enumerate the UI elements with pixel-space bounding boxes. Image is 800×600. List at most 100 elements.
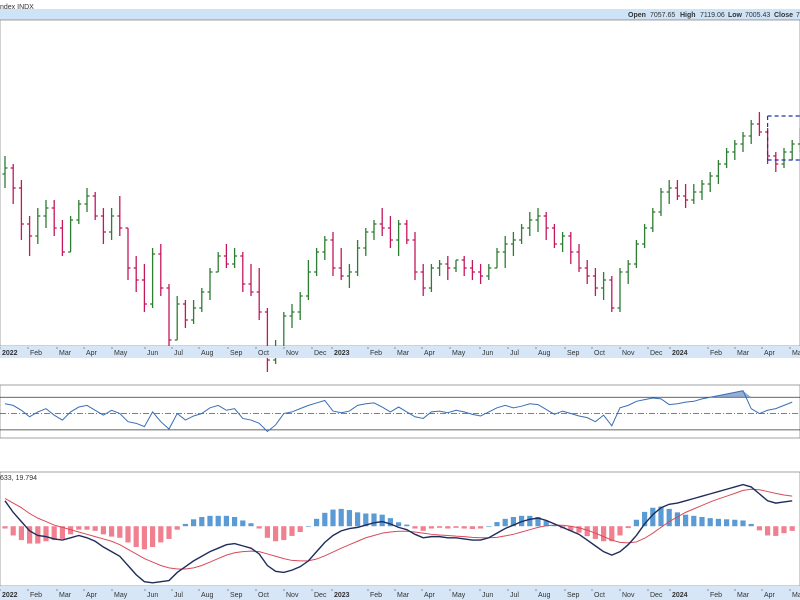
macd-histogram-bar <box>658 506 664 527</box>
ohlc-bar <box>781 148 787 168</box>
ohlc-bar <box>732 140 738 160</box>
macd-histogram-bar <box>584 526 590 537</box>
ohlc-bar <box>125 227 131 280</box>
x-tick-label-price: Jul <box>174 350 183 357</box>
x-axis-strip-macd <box>0 586 800 600</box>
macd-histogram-bar <box>527 515 533 527</box>
x-tick-label-macd: Jul <box>510 592 519 599</box>
ohlc-bar <box>478 264 484 284</box>
x-tick-label-macd: Aug <box>538 592 551 599</box>
macd-histogram-bar <box>141 526 147 550</box>
x-tick-label-price: May <box>792 350 800 357</box>
ohlc-bar <box>346 264 352 288</box>
macd-histogram-bar <box>453 526 459 528</box>
x-tick-label-price: Dec <box>314 350 327 357</box>
ohlc-bar <box>109 208 115 240</box>
macd-histogram-bar <box>248 523 254 527</box>
macd-histogram-bar <box>273 526 279 542</box>
ohlc-bar <box>76 200 82 224</box>
x-tick-label-macd: Jun <box>147 592 158 599</box>
macd-histogram-bar <box>338 508 344 527</box>
macd-line <box>4 483 793 584</box>
macd-histogram-bar <box>379 514 385 527</box>
ohlc-bar <box>527 212 533 236</box>
macd-histogram-bar <box>478 526 484 529</box>
macd-histogram-bar <box>609 526 615 542</box>
ohlc-bar <box>84 188 90 212</box>
macd-histogram-bar <box>781 526 787 534</box>
macd-histogram-bar <box>51 526 57 541</box>
macd-histogram-bar <box>428 526 434 529</box>
x-tick-label-price: Apr <box>86 350 98 357</box>
high-value: 7119.06 <box>700 12 725 19</box>
ohlc-bar <box>10 164 16 204</box>
ohlc-bar <box>748 120 754 144</box>
x-tick-label-price: Jun <box>482 350 493 357</box>
ohlc-bar <box>609 276 615 312</box>
ohlc-bar <box>445 256 451 280</box>
rsi-group <box>0 390 800 433</box>
x-tick-label-price: May <box>452 350 466 357</box>
ohlc-bar <box>92 192 98 220</box>
x-tick-label-price: May <box>114 350 128 357</box>
macd-histogram-bar <box>68 526 74 535</box>
ohlc-bar <box>601 272 607 300</box>
x-tick-label-macd: Nov <box>286 592 299 599</box>
ohlc-bar <box>182 300 188 328</box>
x-tick-label-price: Oct <box>258 350 269 357</box>
x-tick-label-macd: 2022 <box>2 592 18 599</box>
macd-histogram-bar <box>715 518 721 527</box>
x-tick-label-price: Dec <box>650 350 663 357</box>
x-tick-label-macd: Aug <box>201 592 214 599</box>
macd-histogram-bar <box>724 519 730 527</box>
ohlc-bar <box>699 180 705 200</box>
macd-histogram-bar <box>674 512 680 527</box>
x-tick-label-price: Mar <box>59 350 72 357</box>
ohlc-bar <box>379 208 385 236</box>
ohlc-bar <box>625 260 631 284</box>
ohlc-bar <box>453 259 459 272</box>
macd-group <box>2 483 795 584</box>
macd-histogram-bar <box>199 516 205 527</box>
open-label: Open <box>628 12 646 19</box>
macd-histogram-bar <box>420 526 426 531</box>
macd-histogram-bar <box>469 526 475 529</box>
x-axis-strip-price <box>0 346 800 358</box>
ohlc-bar <box>297 292 303 320</box>
x-tick-label-macd: 2023 <box>334 592 350 599</box>
ohlc-bar <box>371 220 377 240</box>
macd-panel <box>0 471 800 587</box>
macd-histogram-bar <box>543 520 549 527</box>
macd-histogram-bar <box>84 526 90 530</box>
macd-histogram-bar <box>76 526 82 530</box>
macd-histogram-bar <box>215 515 221 527</box>
ohlc-bar <box>43 200 49 228</box>
x-tick-label-macd: May <box>114 592 128 599</box>
x-tick-label-macd: Apr <box>764 592 776 599</box>
price-bars-group <box>2 112 800 372</box>
ohlc-bar <box>740 132 746 152</box>
x-tick-label-price: Feb <box>710 350 722 357</box>
x-tick-label-price: Aug <box>538 350 551 357</box>
macd-signal-line <box>4 488 793 570</box>
macd-histogram-bar <box>322 512 328 527</box>
macd-histogram-bar <box>125 526 131 543</box>
x-tick-label-price: 2023 <box>334 350 350 357</box>
x-tick-label-price: Apr <box>424 350 436 357</box>
x-tick-label-macd: 2024 <box>672 592 688 599</box>
low-value: 7005.43 <box>745 12 770 19</box>
ohlc-bar <box>199 288 205 312</box>
macd-histogram-bar <box>289 526 295 536</box>
x-tick-label-price: Apr <box>764 350 776 357</box>
ohlc-bar <box>150 248 156 308</box>
ohlc-bar <box>707 172 713 192</box>
rsi-line <box>4 390 793 433</box>
ohlc-bar <box>510 232 516 256</box>
ohlc-bar <box>486 264 492 280</box>
ohlc-bar <box>51 200 57 236</box>
ohlc-bar <box>207 268 213 300</box>
x-tick-label-price: Mar <box>397 350 410 357</box>
ohlc-bar <box>59 220 65 256</box>
ohlc-bar <box>535 208 541 232</box>
macd-legend: 633, 19.794 <box>0 475 37 482</box>
